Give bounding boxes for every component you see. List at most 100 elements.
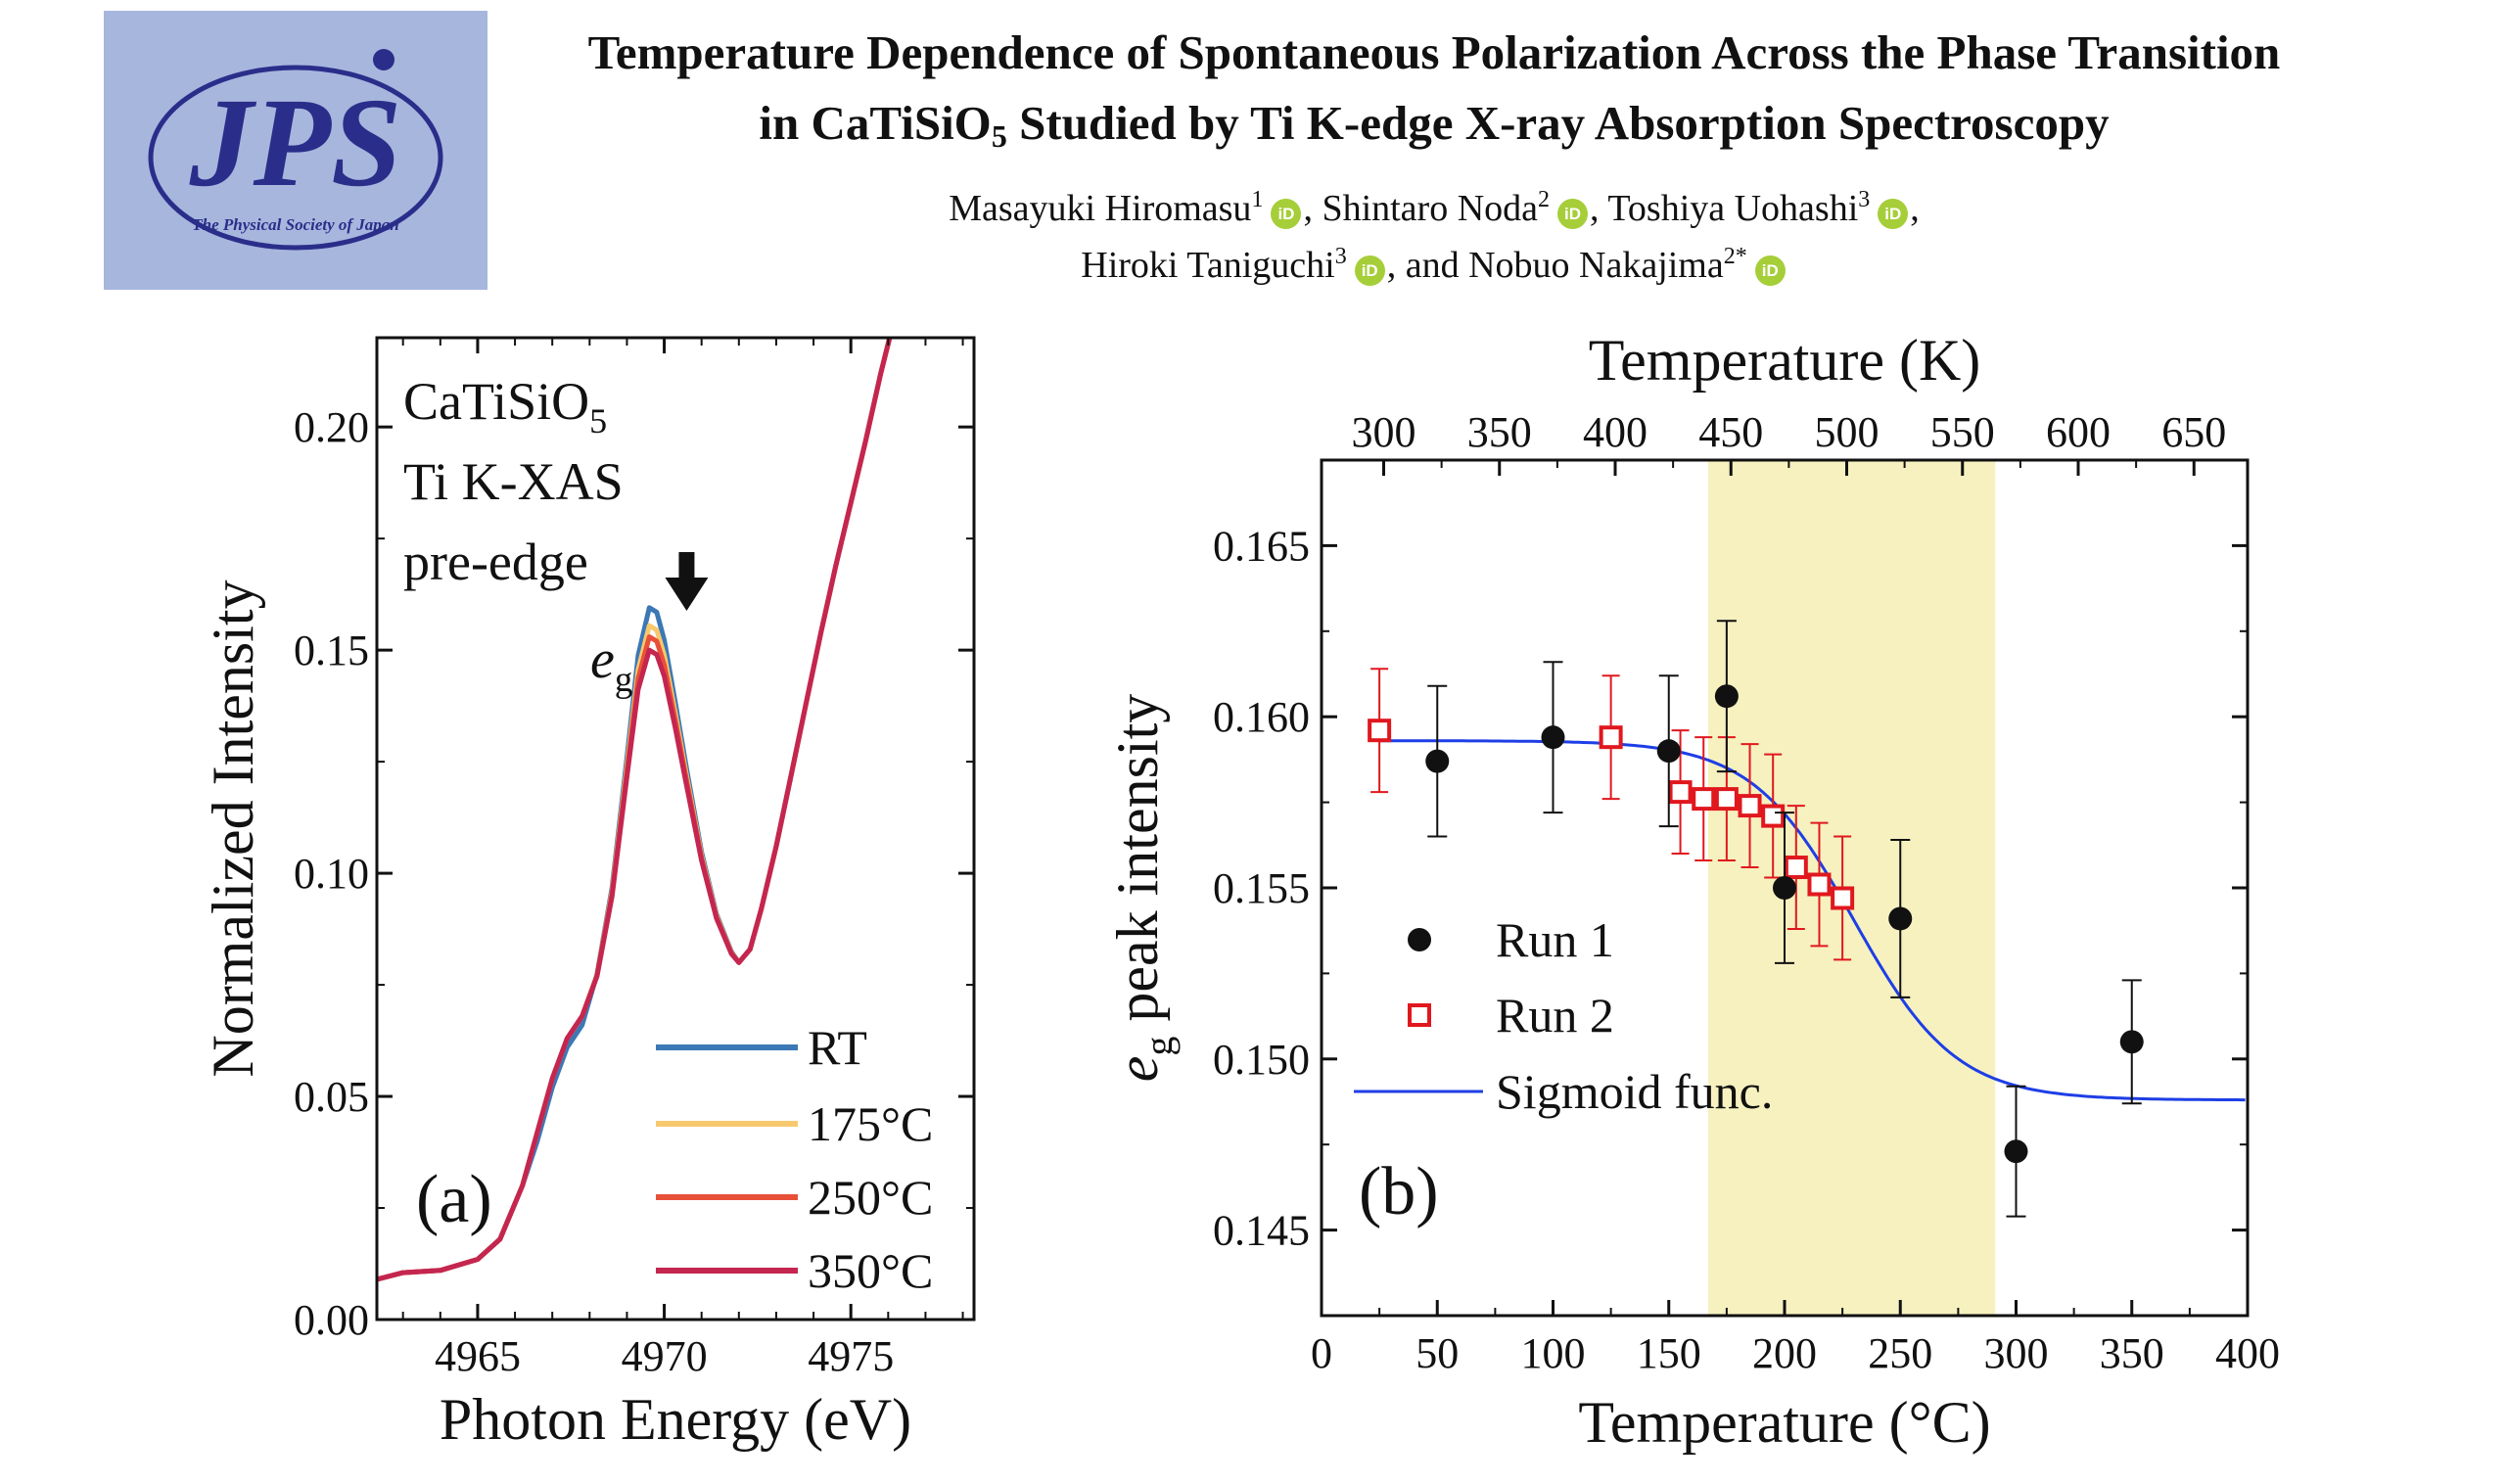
run1-point (1425, 749, 1450, 773)
x-tick-label: 100 (1521, 1329, 1586, 1377)
title-line-2-pre: in CaTiSiO (759, 96, 992, 150)
annotation-region: pre-edge (403, 533, 588, 591)
y-tick-label: 0.20 (294, 403, 369, 451)
paper-title: Temperature Dependence of Spontaneous Po… (504, 18, 2364, 159)
run2-point (1692, 787, 1716, 812)
top-x-tick-label: 400 (1583, 408, 1647, 456)
jps-logo: JPS The Physical Society of Japan (104, 11, 487, 290)
y-axis-label: eg peak intensity (1105, 694, 1181, 1083)
legend-label: Run 2 (1496, 988, 1614, 1043)
y-tick-label: 0.10 (294, 850, 369, 898)
x-tick-label: 4970 (622, 1332, 708, 1380)
run2-point (1714, 787, 1739, 812)
run2-point (1807, 872, 1832, 897)
top-x-tick-label: 450 (1698, 408, 1763, 456)
panel-a-series-group (377, 338, 893, 1282)
panel-label: (a) (416, 1162, 492, 1237)
author-separator: , (1590, 188, 1608, 229)
run1-point (2004, 1139, 2028, 1164)
panel-label: (b) (1359, 1154, 1439, 1229)
author-affiliation: 1 (1251, 187, 1264, 212)
legend-run1-marker (1408, 928, 1431, 951)
x-tick-label: 4975 (808, 1332, 894, 1380)
author-name: Shintaro Noda (1322, 188, 1539, 229)
run2-point (1599, 725, 1623, 750)
x-tick-label: 50 (1415, 1329, 1459, 1377)
run1-point (1541, 725, 1565, 750)
top-x-tick-label: 500 (1815, 408, 1880, 456)
y-tick-label: 0.155 (1213, 864, 1310, 912)
top-x-tick-label: 650 (2161, 408, 2226, 456)
spectrum-line-4 (377, 338, 893, 1282)
run2-point (1368, 719, 1392, 743)
x-tick-label: 4965 (435, 1332, 521, 1380)
legend-label: Run 1 (1496, 912, 1614, 967)
panel-a-xas-spectra: 4965 4970 4975 0.00 0.05 0.10 0.15 0.20 Photon E… (201, 336, 976, 1452)
authors-line-1: Masayuki Hiromasu1iD, Shintaro Noda2iD, … (685, 180, 2183, 237)
orcid-icon[interactable]: iD (1878, 199, 1909, 229)
run2-point (1761, 804, 1786, 828)
x-tick-label: 300 (1984, 1329, 2049, 1377)
y-tick-label: 0.15 (294, 626, 369, 674)
run1-point (1714, 684, 1739, 709)
legend-run2-marker (1408, 1003, 1431, 1027)
y-tick-label: 0.00 (294, 1296, 369, 1344)
peak-label-eg: eg (590, 629, 632, 700)
x-tick-label: 400 (2215, 1329, 2280, 1377)
orcid-icon[interactable]: iD (1271, 199, 1302, 229)
author-separator: , (1910, 188, 1920, 229)
logo-subtext: The Physical Society of Japan (192, 215, 399, 234)
run1-point (2119, 1030, 2144, 1054)
title-line-2-sub: 5 (991, 118, 1007, 154)
top-x-tick-label: 300 (1352, 408, 1416, 456)
y-tick-label: 0.05 (294, 1073, 369, 1121)
legend-label: 250°C (808, 1170, 933, 1225)
panel-a-frame (375, 336, 976, 1322)
top-x-axis-label: Temperature (K) (1589, 328, 1981, 393)
sigmoid-fit-line (1379, 739, 2246, 1102)
x-tick-label: 0 (1311, 1329, 1332, 1377)
author-list: Masayuki Hiromasu1iD, Shintaro Noda2iD, … (685, 180, 2183, 294)
run2-point (1784, 856, 1808, 880)
authors-line-2: Hiroki Taniguchi3iD, and Nobuo Nakajima2… (685, 237, 2183, 294)
panel-b-peak-intensity: 0 50 100 150 200 250 300 350 400 300 350 400 450 500 5… (1105, 328, 2280, 1455)
author-affiliation: 2 (1538, 187, 1551, 212)
author-affiliation: 3 (1334, 244, 1347, 269)
orcid-icon[interactable]: iD (1354, 255, 1385, 286)
run2-point (1831, 886, 1855, 910)
orcid-icon[interactable]: iD (1754, 255, 1786, 286)
x-tick-label: 150 (1637, 1329, 1701, 1377)
y-tick-label: 0.145 (1213, 1207, 1310, 1255)
x-axis-label: Temperature (°C) (1578, 1390, 1990, 1455)
legend-label: 350°C (808, 1243, 933, 1298)
y-axis-label: Normalized Intensity (201, 580, 265, 1077)
x-axis-label: Photon Energy (eV) (440, 1387, 911, 1452)
author-affiliation: 2* (1723, 244, 1747, 269)
author-name: Toshiya Uohashi (1607, 188, 1859, 229)
top-x-tick-label: 550 (1930, 408, 1995, 456)
down-arrow-icon (665, 551, 709, 611)
y-tick-label: 0.165 (1213, 522, 1310, 570)
author-affiliation: 3 (1858, 187, 1871, 212)
legend-label: 175°C (808, 1096, 933, 1151)
x-tick-label: 250 (1868, 1329, 1932, 1377)
x-tick-label: 200 (1752, 1329, 1817, 1377)
author-separator: , and (1386, 245, 1469, 286)
annotation-method: Ti K-XAS (403, 452, 624, 511)
legend-label: RT (808, 1020, 867, 1075)
jps-logo-graphic: JPS The Physical Society of Japan (148, 49, 443, 251)
y-tick-label: 0.150 (1213, 1036, 1310, 1084)
author-name: Hiroki Taniguchi (1081, 245, 1335, 286)
orcid-icon[interactable]: iD (1557, 199, 1589, 229)
run2-point (1668, 780, 1693, 805)
logo-text: JPS (189, 72, 402, 213)
y-tick-label: 0.160 (1213, 693, 1310, 741)
legend-label: Sigmoid func. (1496, 1064, 1773, 1119)
run1-point (1773, 876, 1796, 900)
run2-point (1738, 794, 1762, 818)
annotation-compound: CaTiSiO5 (403, 372, 607, 441)
title-line-2-post: Studied by Ti K-edge X-ray Absorption Sp… (1006, 96, 2110, 150)
top-x-tick-label: 350 (1467, 408, 1532, 456)
top-x-tick-label: 600 (2046, 408, 2111, 456)
